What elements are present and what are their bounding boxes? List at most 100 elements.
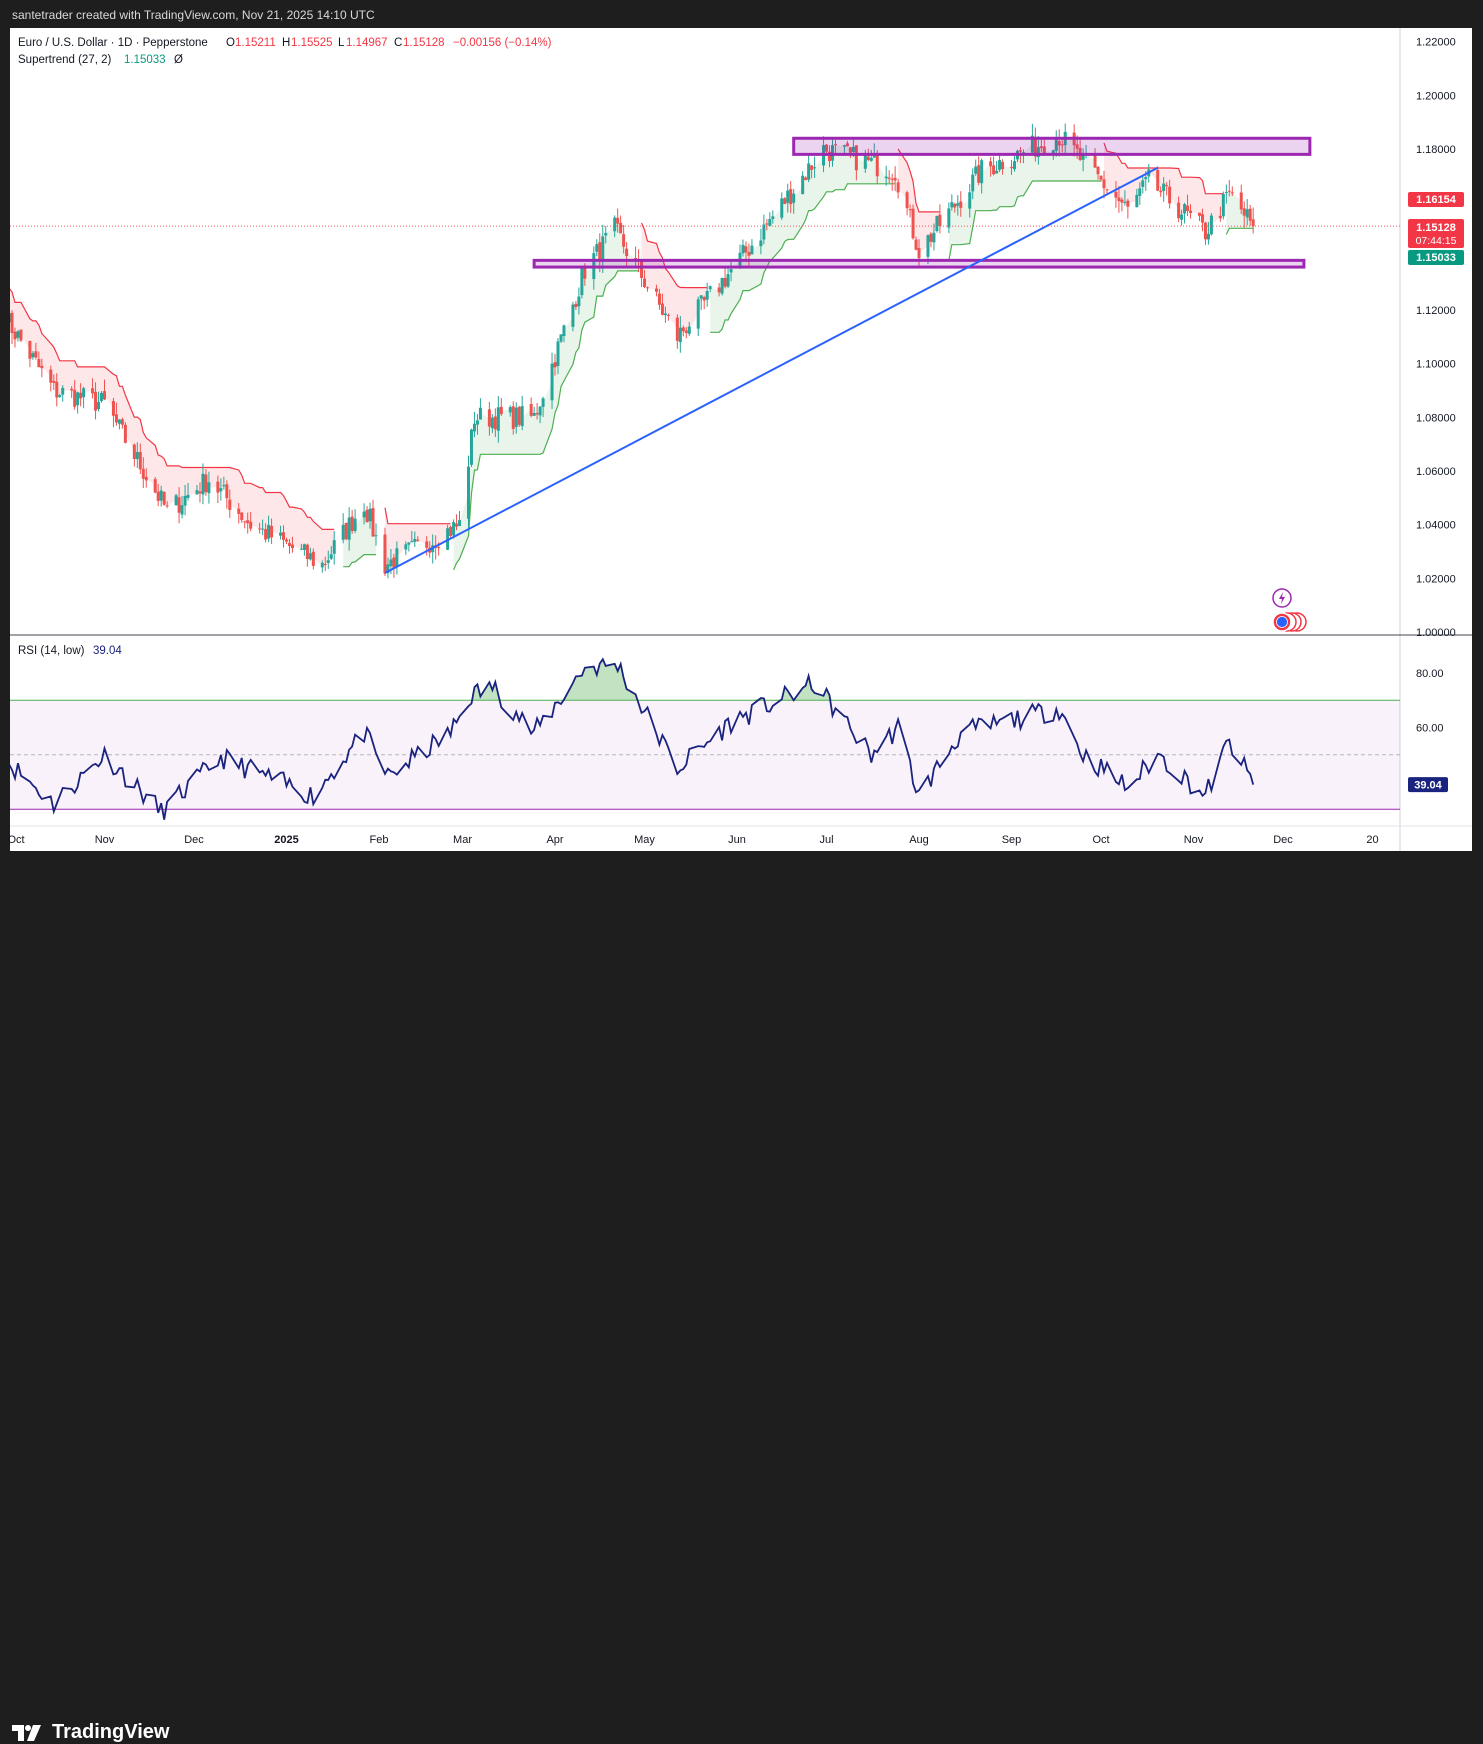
candle-body xyxy=(1096,166,1100,175)
candle-body xyxy=(595,244,599,252)
candle-body xyxy=(123,424,127,443)
candle-body xyxy=(1156,170,1160,191)
candle-body xyxy=(1224,192,1228,194)
candle-body xyxy=(195,490,199,495)
candle-body xyxy=(392,557,396,569)
candle-body xyxy=(1242,208,1246,216)
candle-body xyxy=(1093,153,1097,168)
candle-body xyxy=(845,143,849,147)
candle-body xyxy=(887,177,891,179)
candle-body xyxy=(138,451,142,470)
candle-body xyxy=(884,176,888,179)
candle-body xyxy=(720,277,724,294)
supertrend-down-line xyxy=(1103,142,1224,195)
candle-body xyxy=(559,334,563,342)
candle-body xyxy=(264,529,268,540)
candle-body xyxy=(449,526,453,536)
supertrend-lower-badge: 1.15033 xyxy=(1408,250,1464,265)
supertrend-down-fill xyxy=(1104,142,1224,237)
candle-body xyxy=(1248,208,1252,221)
candle-body xyxy=(425,541,429,548)
candle-body xyxy=(79,392,83,399)
candle-body xyxy=(186,494,190,498)
resistance-zone[interactable] xyxy=(792,136,1312,156)
candle-body xyxy=(216,481,220,493)
candle-body xyxy=(362,511,366,518)
candle-body xyxy=(1168,186,1172,204)
candle-body xyxy=(813,167,817,169)
candle-body xyxy=(768,218,772,226)
candle-body xyxy=(1057,140,1061,146)
candle-body xyxy=(177,497,181,513)
price-tick-label: 1.20000 xyxy=(1416,90,1456,102)
legend-indicator[interactable]: Supertrend (27, 2) xyxy=(18,54,112,66)
candle-body xyxy=(97,402,101,410)
candle-body xyxy=(40,365,44,369)
trendline[interactable] xyxy=(384,166,1159,574)
time-axis[interactable]: Oct Nov Dec 2025 Feb Mar Apr May Jun Jul Aug Sep Oct… xyxy=(7,834,1378,846)
candle-body xyxy=(1117,197,1121,202)
candle-body xyxy=(741,244,745,254)
candle-body xyxy=(386,564,390,573)
supertrend-down-fill xyxy=(641,223,708,335)
legend-c-label: C xyxy=(394,37,402,49)
rsi-legend-label[interactable]: RSI (14, low) xyxy=(18,645,85,657)
candle-body xyxy=(905,192,909,209)
candle-body xyxy=(1203,222,1207,240)
chart-svg[interactable]: 1.220001.200001.180001.160001.140001.120… xyxy=(0,0,1483,913)
supertrend-upper-badge: 1.16154 xyxy=(1408,192,1464,207)
candle-body xyxy=(19,329,23,341)
candle-body xyxy=(1042,146,1046,155)
candle-body xyxy=(995,170,999,174)
legend-change: −0.00156 (−0.14%) xyxy=(453,37,552,49)
candle-body xyxy=(37,359,41,368)
candle-body xyxy=(237,508,241,514)
candles xyxy=(10,123,1255,579)
candle-body xyxy=(299,548,303,550)
time-tick-label: Dec xyxy=(184,834,204,846)
candle-body xyxy=(1183,204,1187,214)
supertrend-fill xyxy=(10,138,1254,570)
candle-body xyxy=(765,223,769,225)
lightning-icon[interactable] xyxy=(1272,588,1292,608)
candle-body xyxy=(640,259,644,278)
candle-body xyxy=(437,547,441,549)
candle-body xyxy=(1230,192,1234,194)
candle-body xyxy=(801,175,805,195)
time-tick-label: Nov xyxy=(1184,834,1204,846)
legend-symbol[interactable]: Euro / U.S. Dollar · 1D · Pepperstone xyxy=(18,37,208,49)
candle-body xyxy=(771,216,775,219)
candle-body xyxy=(452,522,456,536)
legend-h-value: 1.15525 xyxy=(291,37,333,49)
candle-body xyxy=(413,538,417,542)
candle-body xyxy=(744,246,748,253)
support-zone[interactable] xyxy=(532,258,1306,269)
candle-body xyxy=(162,491,166,505)
tradingview-logo[interactable]: TradingView xyxy=(12,1721,169,1744)
economic-events-icon[interactable] xyxy=(1272,612,1307,632)
candle-body xyxy=(487,409,491,427)
candle-body xyxy=(466,466,470,519)
time-tick-label: Aug xyxy=(909,834,929,846)
supertrend-up-fill xyxy=(710,144,896,333)
candle-body xyxy=(759,240,763,247)
drawings[interactable] xyxy=(384,136,1312,574)
candle-body xyxy=(475,420,479,425)
rsi-tick-label: 60.00 xyxy=(1416,723,1444,735)
candle-body xyxy=(535,412,539,415)
candle-body xyxy=(968,192,972,209)
candle-body xyxy=(407,542,411,545)
price-axis[interactable]: 1.220001.200001.180001.160001.140001.120… xyxy=(1416,37,1456,639)
rsi-overbought-fill xyxy=(10,659,1254,701)
candle-body xyxy=(517,407,521,425)
candle-body xyxy=(959,201,963,208)
candle-body xyxy=(702,297,706,301)
candle-body xyxy=(395,548,399,568)
legend-o-value: 1.15211 xyxy=(235,37,276,49)
candle-body xyxy=(1206,233,1210,240)
candle-body xyxy=(326,560,330,564)
supertrend-up-line xyxy=(710,183,896,333)
candle-body xyxy=(111,401,115,416)
tradingview-logo-text: TradingView xyxy=(52,1721,170,1743)
rsi-axis[interactable]: 80.00 60.00 xyxy=(1416,668,1444,735)
